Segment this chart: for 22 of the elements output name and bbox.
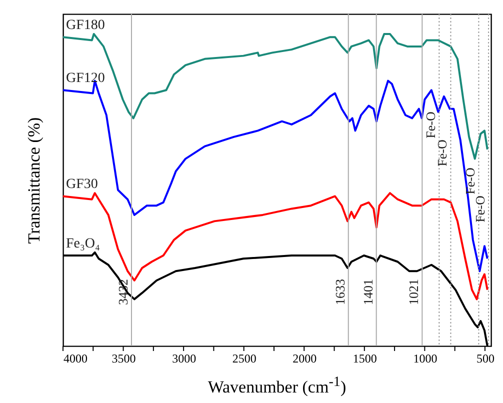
ref-line-label: Fe-O <box>472 196 488 222</box>
y-axis-title: Transmittance (%) <box>24 117 44 244</box>
series-label: Fe₃O₄ <box>66 236 100 252</box>
x-axis-title: Wavenumber (cm$^{-1}$) <box>206 373 348 398</box>
x-tick-label: 3500 <box>112 352 136 366</box>
ref-line-label: 1021 <box>406 279 422 305</box>
ref-line-label: Fe-O <box>462 168 478 194</box>
series-label: GF120 <box>66 71 105 86</box>
x-tick-label: 2500 <box>232 352 256 366</box>
x-tick-label: 500 <box>476 352 494 366</box>
ref-line-label: 3432 <box>115 279 130 305</box>
series-label: GF30 <box>66 177 98 192</box>
series-label: GF180 <box>66 18 105 34</box>
x-tick-label: 2000 <box>292 352 317 366</box>
x-tick-label: 4000 <box>64 352 88 366</box>
x-tick-label: 1500 <box>352 352 377 366</box>
ref-line-label: Fe-O <box>423 112 438 138</box>
ref-line-label: Fe-O <box>434 140 450 166</box>
x-tick-label: 3000 <box>172 352 196 366</box>
ref-line-label: 1401 <box>360 279 376 305</box>
ref-line-label: 1633 <box>332 279 348 305</box>
x-tick-label: 1000 <box>413 352 438 366</box>
